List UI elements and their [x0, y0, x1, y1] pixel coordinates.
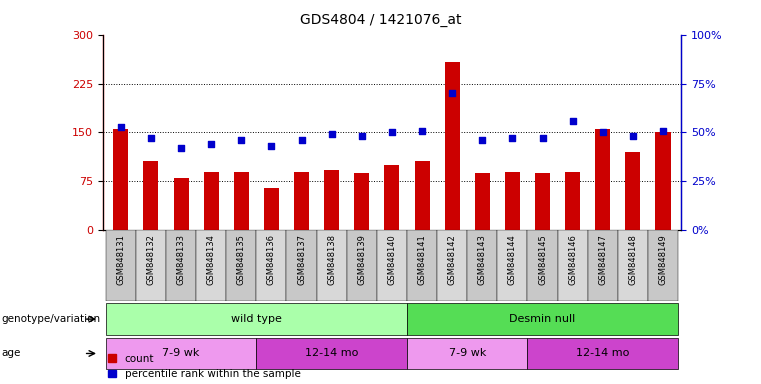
Bar	[498, 230, 527, 301]
Point	[326, 131, 338, 137]
Point	[295, 137, 307, 143]
Bar	[558, 230, 587, 301]
Bar	[444, 62, 460, 230]
Bar	[196, 230, 226, 301]
Point	[597, 129, 609, 136]
Bar	[475, 173, 490, 230]
Text: 7-9 wk: 7-9 wk	[162, 348, 199, 359]
Bar	[256, 230, 286, 301]
Bar	[565, 172, 580, 230]
Bar	[505, 172, 520, 230]
Bar	[106, 230, 136, 301]
Text: GSM848143: GSM848143	[478, 234, 487, 285]
Bar	[286, 230, 317, 301]
Bar	[527, 338, 678, 369]
Point	[627, 133, 639, 139]
Point	[537, 135, 549, 141]
Bar	[264, 188, 279, 230]
Text: GSM848132: GSM848132	[146, 234, 155, 285]
Point	[175, 145, 187, 151]
Bar	[317, 230, 347, 301]
Bar	[226, 230, 256, 301]
Text: genotype/variation: genotype/variation	[2, 314, 100, 324]
Text: Desmin null: Desmin null	[509, 314, 575, 324]
Bar	[204, 172, 218, 230]
Point	[205, 141, 218, 147]
Point	[476, 137, 489, 143]
Text: GSM848135: GSM848135	[237, 234, 246, 285]
Point	[416, 127, 428, 134]
Point	[355, 133, 368, 139]
Legend: count, percentile rank within the sample: count, percentile rank within the sample	[108, 354, 301, 379]
Bar	[324, 170, 339, 230]
Bar	[527, 230, 558, 301]
Text: 12-14 mo: 12-14 mo	[305, 348, 358, 359]
Point	[266, 143, 278, 149]
Bar	[136, 230, 166, 301]
Bar	[618, 230, 648, 301]
Text: GDS4804 / 1421076_at: GDS4804 / 1421076_at	[300, 13, 461, 27]
Bar	[106, 338, 256, 369]
Bar	[377, 230, 407, 301]
Bar	[407, 338, 527, 369]
Text: 7-9 wk: 7-9 wk	[448, 348, 486, 359]
Bar	[535, 173, 550, 230]
Bar	[166, 230, 196, 301]
Text: wild type: wild type	[231, 314, 282, 324]
Text: GSM848136: GSM848136	[267, 234, 276, 285]
Point	[657, 127, 669, 134]
Text: GSM848134: GSM848134	[207, 234, 215, 285]
Point	[145, 135, 157, 141]
Text: GSM848149: GSM848149	[658, 234, 667, 285]
Bar	[655, 132, 670, 230]
Bar	[256, 338, 407, 369]
Text: GSM848147: GSM848147	[598, 234, 607, 285]
Bar	[415, 161, 429, 230]
Bar	[234, 172, 249, 230]
Bar	[106, 303, 407, 335]
Bar	[648, 230, 678, 301]
Bar	[587, 230, 618, 301]
Text: GSM848145: GSM848145	[538, 234, 547, 285]
Bar	[174, 178, 189, 230]
Bar	[347, 230, 377, 301]
Text: GSM848146: GSM848146	[568, 234, 577, 285]
Text: GSM848137: GSM848137	[297, 234, 306, 285]
Bar	[407, 303, 678, 335]
Point	[446, 90, 458, 96]
Text: GSM848138: GSM848138	[327, 234, 336, 285]
Bar	[143, 161, 158, 230]
Point	[386, 129, 398, 136]
Bar	[467, 230, 498, 301]
Bar	[626, 152, 641, 230]
Text: GSM848141: GSM848141	[418, 234, 426, 285]
Text: age: age	[2, 348, 21, 359]
Text: GSM848148: GSM848148	[629, 234, 638, 285]
Point	[566, 118, 579, 124]
Point	[115, 124, 127, 130]
Text: GSM848131: GSM848131	[116, 234, 126, 285]
Text: GSM848144: GSM848144	[508, 234, 517, 285]
Bar	[355, 173, 369, 230]
Text: GSM848142: GSM848142	[447, 234, 457, 285]
Point	[506, 135, 518, 141]
Bar	[437, 230, 467, 301]
Text: GSM848139: GSM848139	[358, 234, 366, 285]
Bar	[595, 129, 610, 230]
Text: GSM848133: GSM848133	[177, 234, 186, 285]
Bar	[113, 129, 129, 230]
Text: 12-14 mo: 12-14 mo	[576, 348, 629, 359]
Text: GSM848140: GSM848140	[387, 234, 396, 285]
Bar	[384, 165, 400, 230]
Bar	[407, 230, 437, 301]
Point	[235, 137, 247, 143]
Bar	[294, 172, 309, 230]
